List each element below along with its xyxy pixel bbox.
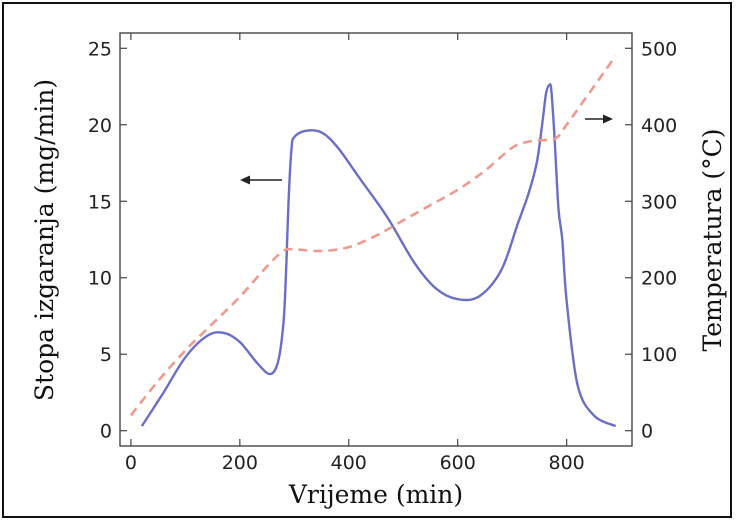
series-temperature-line: [129, 55, 617, 417]
y-right-tick-label: 100: [641, 344, 677, 366]
plot-area-box: [119, 32, 633, 447]
y-left-tick-label: 0: [100, 421, 112, 443]
y-left-tick-label: 5: [100, 344, 112, 366]
left-axis-arrowhead: [240, 175, 250, 185]
x-tick-label: 800: [549, 452, 585, 474]
y-right-tick-label: 0: [641, 421, 653, 443]
y-left-tick-label: 15: [88, 191, 112, 213]
y-right-axis-title: Temperatura (°C): [698, 129, 727, 352]
y-right-tick-label: 400: [641, 115, 677, 137]
axis-indicator-arrows: [240, 114, 613, 185]
y-left-tick-label: 20: [88, 115, 112, 137]
y-left-tick-label: 10: [88, 268, 112, 290]
y-right-tick-label: 200: [641, 268, 677, 290]
axes-group: [119, 32, 633, 447]
x-axis-title: Vrijeme (min): [288, 480, 463, 509]
x-tick-label: 200: [222, 452, 258, 474]
x-tick-label: 600: [440, 452, 476, 474]
x-tick-label: 0: [125, 452, 137, 474]
x-tick-label: 400: [331, 452, 367, 474]
y-right-tick-label: 500: [641, 38, 677, 60]
y-right-tick-label: 300: [641, 191, 677, 213]
series-group: [129, 55, 617, 428]
y-left-tick-label: 25: [88, 38, 112, 60]
ticks-group: 0 200 400 600 800 0 5 10 15 20 25 0 100 200 300 400 500: [88, 33, 677, 474]
y-left-axis-title: Stopa izgaranja (mg/min): [30, 79, 59, 401]
chart-frame: [2, 2, 732, 518]
series-burn-rate-line: [140, 83, 617, 428]
right-axis-arrowhead: [603, 114, 613, 124]
